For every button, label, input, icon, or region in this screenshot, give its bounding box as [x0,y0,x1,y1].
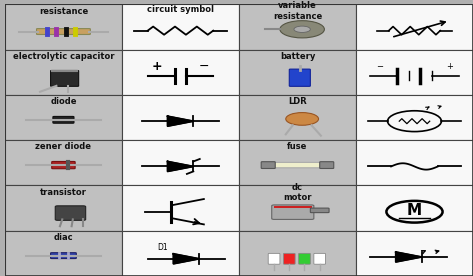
FancyBboxPatch shape [36,29,90,34]
Bar [122,231,239,276]
Text: D1: D1 [158,243,168,253]
Bar [239,95,356,140]
Bar [122,140,239,185]
Text: transistor: transistor [40,188,87,197]
Text: resistance: resistance [39,7,88,16]
Polygon shape [174,254,199,264]
Text: circuit symbol: circuit symbol [147,5,214,14]
FancyBboxPatch shape [273,162,322,168]
Bar [5,231,122,276]
FancyBboxPatch shape [298,253,310,264]
Text: +: + [446,62,453,71]
Bar [356,50,473,95]
Text: zener diode: zener diode [35,142,91,152]
FancyBboxPatch shape [283,253,295,264]
FancyBboxPatch shape [272,205,314,219]
FancyBboxPatch shape [55,206,86,220]
Bar [122,95,239,140]
Polygon shape [167,161,193,171]
Bar [5,95,122,140]
Bar [356,185,473,231]
Bar [5,4,122,50]
FancyBboxPatch shape [53,116,74,123]
Circle shape [280,21,324,38]
Text: variable
resistance: variable resistance [273,1,322,21]
Text: −: − [199,60,209,73]
FancyBboxPatch shape [52,161,75,169]
Text: −: − [376,62,383,71]
Bar [239,185,356,231]
FancyBboxPatch shape [320,162,334,168]
Bar [356,95,473,140]
FancyBboxPatch shape [314,253,325,264]
FancyBboxPatch shape [268,253,280,264]
Text: +: + [152,60,162,73]
Polygon shape [167,116,193,126]
Text: M: M [407,203,422,218]
FancyBboxPatch shape [310,208,329,213]
Circle shape [294,26,310,33]
Text: diac: diac [53,233,73,242]
Bar [239,4,356,50]
FancyBboxPatch shape [261,162,275,168]
Bar [5,185,122,231]
Bar [356,231,473,276]
Bar [239,50,356,95]
Circle shape [286,113,318,125]
FancyBboxPatch shape [274,206,312,208]
Text: electrolytic capacitor: electrolytic capacitor [13,52,114,61]
Bar [239,140,356,185]
Text: fuse: fuse [287,142,307,152]
Polygon shape [396,252,421,262]
Bar [356,4,473,50]
Text: diode: diode [50,97,77,106]
FancyBboxPatch shape [51,70,79,86]
Bar [5,50,122,95]
Text: LDR: LDR [288,97,307,106]
Bar [5,140,122,185]
Bar [122,50,239,95]
FancyBboxPatch shape [289,69,310,86]
Text: battery: battery [280,52,315,61]
Bar [356,140,473,185]
FancyBboxPatch shape [51,253,76,259]
Text: dc
motor: dc motor [283,182,312,202]
Bar [122,185,239,231]
Bar [239,231,356,276]
Bar [122,4,239,50]
